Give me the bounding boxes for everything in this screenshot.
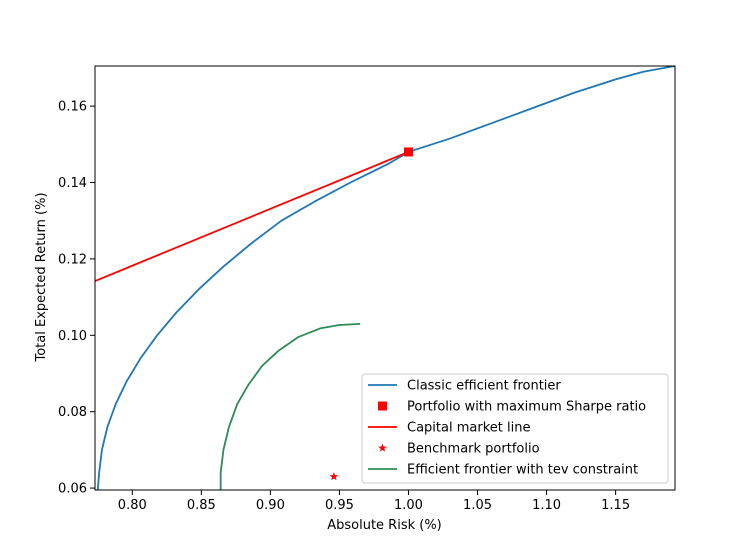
- y-tick-label: 0.08: [58, 405, 87, 420]
- plot-area: [95, 66, 675, 490]
- y-tick-label: 0.06: [58, 482, 87, 497]
- legend-label: Classic efficient frontier: [407, 379, 561, 394]
- legend-label: Capital market line: [407, 421, 530, 436]
- x-tick-label: 0.80: [118, 498, 147, 513]
- legend-square-swatch: [378, 401, 387, 411]
- series-line-classic-efficient-frontier: [96, 66, 675, 490]
- y-axis-label: Total Expected Return (%): [34, 192, 49, 362]
- x-axis-label: Absolute Risk (%): [327, 518, 442, 533]
- axes-frame: [94, 65, 676, 491]
- plot-series: [95, 66, 675, 490]
- legend-label: Efficient frontier with tev constraint: [407, 463, 638, 478]
- x-tick-label: 0.85: [187, 498, 216, 513]
- y-tick-label: 0.14: [58, 176, 87, 191]
- legend-item-classic-efficient-frontier: Classic efficient frontier: [368, 379, 561, 394]
- series-line-efficient-frontier-with-tev-constraint: [219, 322, 361, 490]
- marker-portfolio-with-maximum-sharpe-ratio: [403, 147, 413, 157]
- legend: Classic efficient frontier Portfolio with…: [361, 373, 669, 484]
- legend-box: [361, 373, 669, 484]
- y-tick-label: 0.16: [58, 100, 87, 115]
- legend-star-swatch: [378, 443, 387, 452]
- y-tick-label: 0.10: [58, 329, 87, 344]
- legend-label: Portfolio with maximum Sharpe ratio: [407, 400, 646, 415]
- legend-item-capital-market-line: Capital market line: [368, 421, 530, 436]
- x-tick-label: 1.00: [394, 498, 423, 513]
- legend-item-benchmark-portfolio: Benchmark portfolio: [378, 442, 540, 457]
- x-tick-label: 0.90: [256, 498, 285, 513]
- x-tick-label: 1.05: [463, 498, 492, 513]
- axes: 0.80 0.85 0.90 0.95 1.00 1.05 1.10 1.15 0.06 0.08…: [58, 65, 676, 513]
- x-tick-label: 1.15: [601, 498, 630, 513]
- legend-item-portfolio-with-maximum-sharpe-ratio: Portfolio with maximum Sharpe ratio: [378, 400, 646, 415]
- legend-item-efficient-frontier-with-tev-constraint: Efficient frontier with tev constraint: [368, 463, 638, 478]
- x-tick-label: 1.10: [532, 498, 561, 513]
- series-line-capital-market-line: [95, 151, 409, 282]
- marker-benchmark-portfolio: [329, 472, 339, 481]
- x-tick-label: 0.95: [325, 498, 354, 513]
- y-tick-label: 0.12: [58, 252, 87, 267]
- legend-label: Benchmark portfolio: [407, 442, 540, 457]
